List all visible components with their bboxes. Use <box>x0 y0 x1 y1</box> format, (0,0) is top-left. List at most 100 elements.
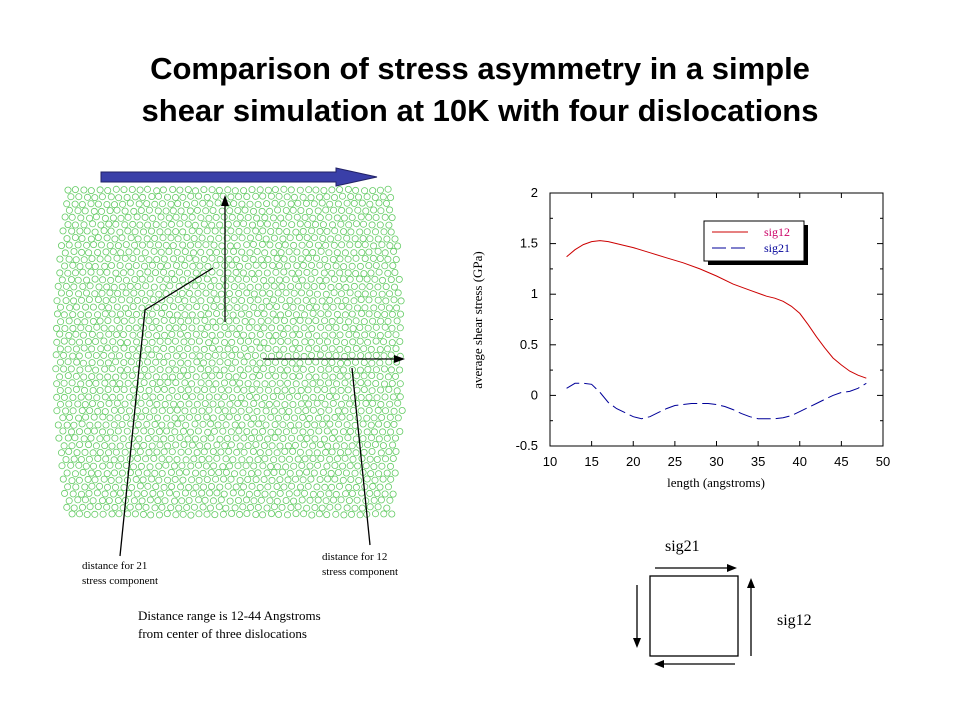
atom <box>193 303 201 311</box>
atom <box>365 296 373 304</box>
atom <box>379 338 387 346</box>
atom <box>91 194 99 202</box>
atom <box>386 462 394 470</box>
atom <box>211 511 219 519</box>
atom <box>345 303 353 311</box>
atom <box>219 427 227 435</box>
atom <box>289 447 297 455</box>
atom <box>344 255 352 263</box>
atom <box>200 435 208 443</box>
atom <box>388 214 396 222</box>
atom <box>387 475 395 483</box>
atom <box>236 351 244 359</box>
atom <box>330 206 338 214</box>
atom <box>358 504 366 512</box>
atom <box>345 207 353 215</box>
atom <box>227 275 235 283</box>
atom <box>198 489 206 497</box>
atom <box>253 324 261 332</box>
atom <box>246 249 254 257</box>
atom <box>339 428 347 436</box>
atom <box>92 337 100 345</box>
atom <box>151 504 159 512</box>
atom <box>341 249 349 257</box>
atom <box>241 400 249 408</box>
atom <box>101 379 109 387</box>
atom <box>309 248 317 256</box>
atom <box>94 407 102 415</box>
atom <box>358 283 366 291</box>
atom <box>365 248 373 256</box>
atom <box>156 366 164 374</box>
atom <box>262 421 270 429</box>
atom <box>185 496 193 504</box>
atom <box>201 372 209 380</box>
atom <box>122 413 130 421</box>
atom <box>319 221 327 229</box>
atom <box>337 220 345 228</box>
atom <box>260 394 268 402</box>
atom <box>76 262 84 270</box>
atom <box>224 482 232 490</box>
atom <box>217 303 225 311</box>
atom <box>362 399 370 407</box>
atom <box>129 463 137 471</box>
atom <box>192 373 200 381</box>
atom <box>245 324 253 332</box>
atom <box>340 228 348 236</box>
atom <box>148 261 156 269</box>
atom <box>175 268 183 276</box>
atom <box>287 283 295 291</box>
atom <box>378 276 386 284</box>
atom <box>324 475 332 483</box>
atom <box>126 503 134 511</box>
atom <box>386 413 394 421</box>
atom <box>91 228 99 236</box>
atom <box>360 318 368 326</box>
atom <box>312 186 320 194</box>
atom <box>72 385 80 393</box>
atom <box>87 268 95 276</box>
atom <box>273 482 281 490</box>
atom <box>116 380 124 388</box>
atom <box>224 186 232 194</box>
atom <box>147 227 155 235</box>
atom <box>270 468 278 476</box>
atom <box>253 380 261 388</box>
atom <box>363 414 371 422</box>
atom <box>312 373 320 381</box>
atom <box>260 475 268 483</box>
atom <box>342 296 350 304</box>
atom <box>240 386 248 394</box>
atom <box>148 310 156 318</box>
atom <box>188 338 196 346</box>
atom <box>148 351 156 359</box>
atom <box>203 413 211 421</box>
atom <box>91 290 99 298</box>
atom <box>342 469 350 477</box>
atom <box>76 441 84 449</box>
atom <box>104 385 112 393</box>
x-tick-label: 15 <box>584 454 598 469</box>
atom <box>59 475 67 483</box>
atom <box>284 379 292 387</box>
atom <box>64 386 72 394</box>
atom <box>244 380 252 388</box>
atom <box>81 386 89 394</box>
atom <box>242 496 250 504</box>
atom <box>378 241 386 249</box>
atom <box>203 275 211 283</box>
atom <box>385 290 393 298</box>
atom <box>279 421 287 429</box>
atom <box>339 462 347 470</box>
atom <box>372 379 380 387</box>
label-21-line-2: stress component <box>82 575 159 587</box>
atom <box>248 269 256 277</box>
atom <box>243 289 251 297</box>
atom <box>345 483 353 491</box>
atom <box>194 413 202 421</box>
atom <box>181 393 189 401</box>
atom <box>161 497 169 505</box>
atom <box>122 241 130 249</box>
atom <box>268 476 276 484</box>
